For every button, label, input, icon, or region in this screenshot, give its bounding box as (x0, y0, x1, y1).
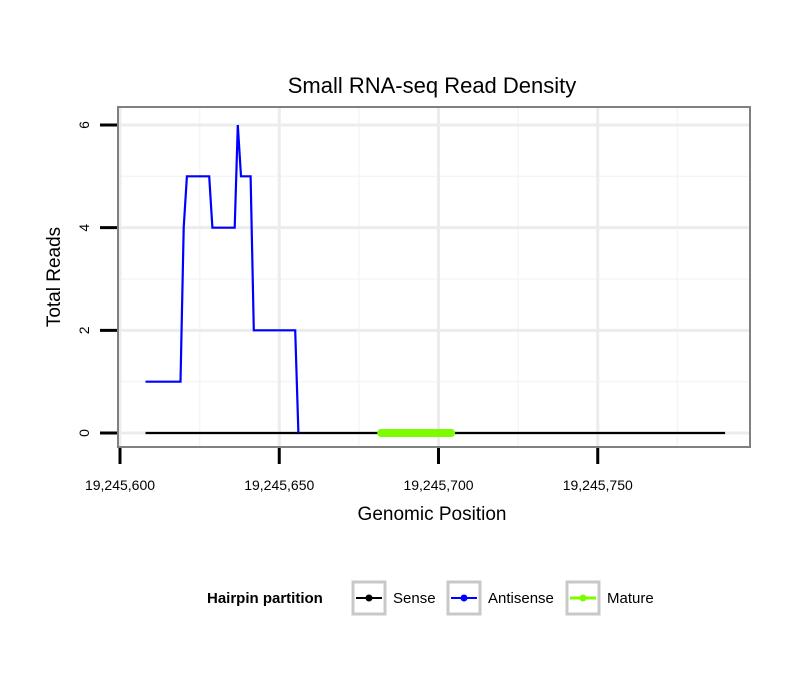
legend-key-point-mature (579, 594, 587, 602)
y-tick-label: 0 (76, 429, 92, 437)
plot-panel-border (117, 106, 751, 448)
chart-title: Small RNA-seq Read Density (288, 73, 577, 98)
legend-label-sense: Sense (393, 590, 436, 607)
legend-label-antisense: Antisense (488, 590, 554, 607)
y-axis: 0 2 4 6 (76, 121, 117, 437)
plot-panel-background (118, 107, 750, 447)
y-tick-label: 6 (76, 121, 92, 129)
legend-key-point-antisense (460, 594, 468, 602)
series-line-antisense (145, 124, 300, 434)
x-tick-label: 19,245,750 (563, 477, 633, 493)
legend-label-mature: Mature (607, 590, 654, 607)
x-tick-label: 19,245,700 (403, 477, 473, 493)
x-axis-label: Genomic Position (358, 504, 507, 525)
y-tick-label: 2 (76, 326, 92, 334)
x-axis: 19,245,600 19,245,650 19,245,700 19,245,750 (85, 448, 633, 493)
legend-key-point-sense (365, 594, 373, 602)
y-tick-label: 4 (76, 224, 92, 232)
x-tick-label: 19,245,650 (244, 477, 314, 493)
x-tick-label: 19,245,600 (85, 477, 155, 493)
legend-title: Hairpin partition (207, 590, 323, 607)
y-axis-label: Total Reads (44, 227, 65, 327)
series-lines (145, 124, 726, 437)
legend: Hairpin partition Sense Antisense Mature (207, 580, 654, 616)
